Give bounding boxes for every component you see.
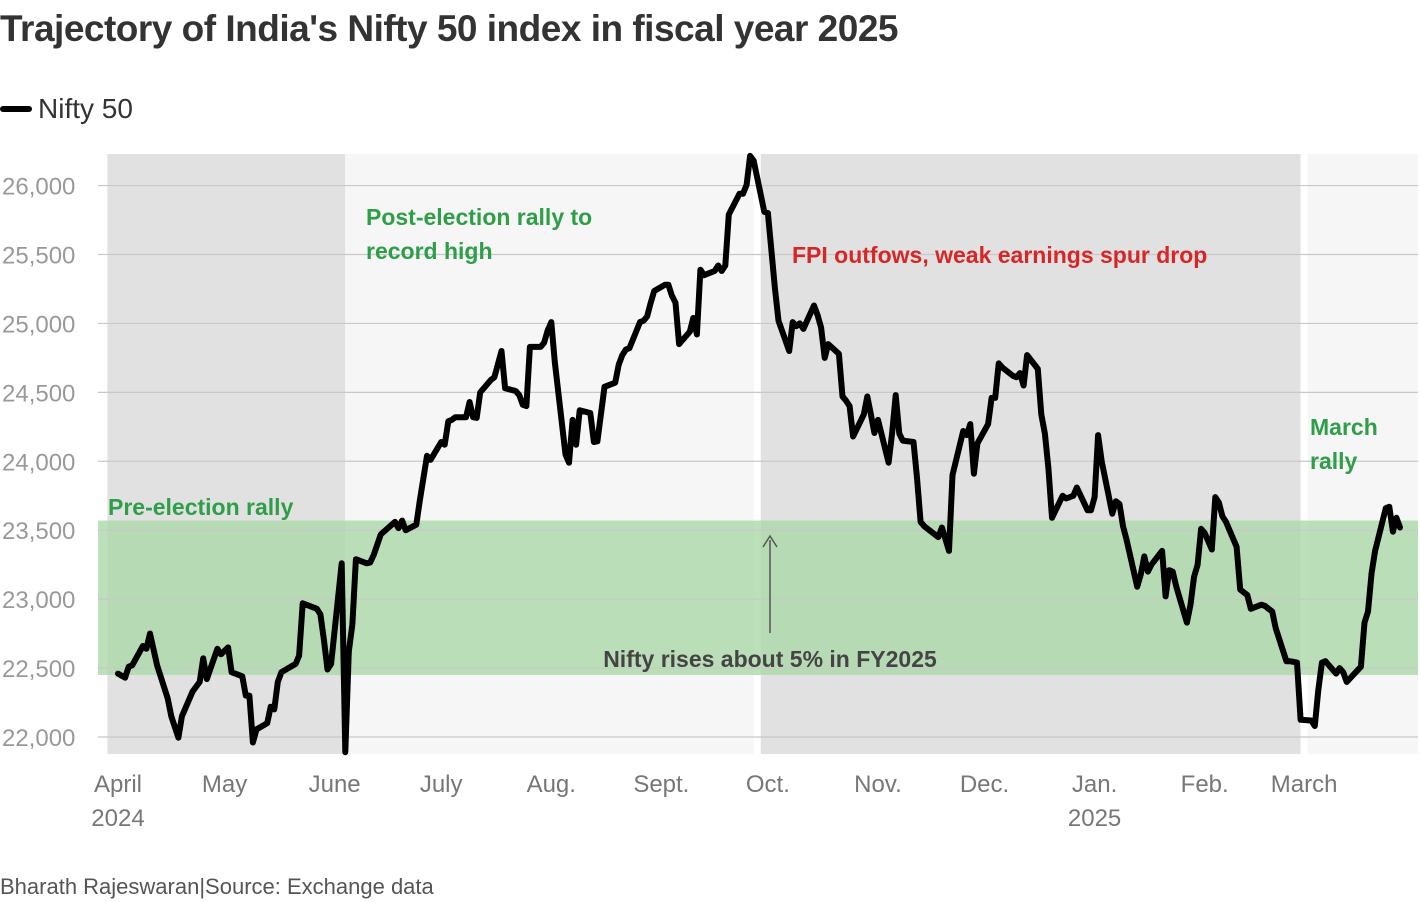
x-tick-label: Sept. xyxy=(633,771,689,798)
y-tick-label: 25,500 xyxy=(2,243,75,270)
y-tick-label: 22,000 xyxy=(2,725,75,752)
x-tick-label: Feb. xyxy=(1181,771,1229,798)
x-tick-label: March xyxy=(1271,771,1338,798)
x-tick-label: Oct. xyxy=(746,771,790,798)
x-tick-sublabel: 2025 xyxy=(1068,805,1121,832)
x-tick-label: June xyxy=(309,771,361,798)
annotation-arrowhead xyxy=(762,534,778,548)
x-tick-label: Nov. xyxy=(854,771,902,798)
y-tick-label: 23,000 xyxy=(2,587,75,614)
x-tick-label: April xyxy=(94,771,142,798)
y-tick-label: 26,000 xyxy=(2,174,75,201)
annotation-march-line2: rally xyxy=(1310,448,1358,474)
annotation-post-election-line2: record high xyxy=(366,238,493,264)
annotation-march-line1: March xyxy=(1310,414,1378,440)
x-axis: April 2024 May June July Aug. Sept. Oct. Nov. Dec… xyxy=(91,771,1337,832)
y-tick-label: 25,000 xyxy=(2,311,75,338)
x-tick-label: July xyxy=(420,771,463,798)
y-tick-label: 22,500 xyxy=(2,656,75,683)
annotation-fy-return: Nifty rises about 5% in FY2025 xyxy=(603,646,937,672)
chart-title: Trajectory of India's Nifty 50 index in … xyxy=(0,8,898,49)
x-tick-sublabel: 2024 xyxy=(91,805,144,832)
x-tick-label: Aug. xyxy=(527,771,576,798)
annotation-post-election-line1: Post-election rally to xyxy=(366,204,592,230)
legend-label: Nifty 50 xyxy=(38,93,133,124)
series-line-nifty-50 xyxy=(115,152,1403,756)
y-tick-label: 24,000 xyxy=(2,449,75,476)
annotation-fpi-outflows: FPI outfows, weak earnings spur drop xyxy=(792,242,1207,268)
x-tick-label: May xyxy=(202,771,247,798)
x-tick-label: Jan. xyxy=(1072,771,1117,798)
legend: Nifty 50 xyxy=(0,92,133,126)
y-tick-label: 24,500 xyxy=(2,380,75,407)
annotation-pre-election: Pre-election rally xyxy=(108,494,294,520)
source-credit: Bharath Rajeswaran|Source: Exchange data xyxy=(0,874,434,899)
y-axis: 22,000 22,500 23,000 23,500 24,000 24,500 25,0… xyxy=(2,174,75,752)
line-chart: 22,000 22,500 23,000 23,500 24,000 24,500 25,0… xyxy=(2,152,1418,832)
grid-lines xyxy=(98,184,1418,738)
y-tick-label: 23,500 xyxy=(2,518,75,545)
x-tick-label: Dec. xyxy=(960,771,1009,798)
legend-line-swatch xyxy=(0,106,32,112)
